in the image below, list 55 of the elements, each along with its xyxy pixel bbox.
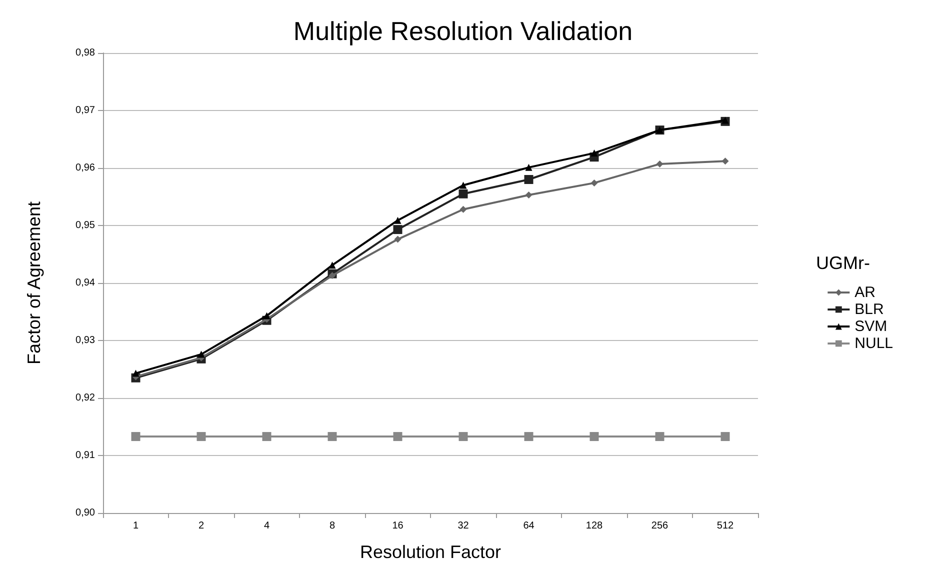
point [722, 158, 729, 165]
point [590, 179, 598, 186]
point [460, 206, 467, 213]
y-tick-label: 0,90 [76, 508, 96, 518]
x-tick-label: 512 [716, 520, 734, 532]
x-axis-title: Resolution Factor [360, 542, 502, 562]
point [393, 432, 402, 442]
x-tick-label: 64 [523, 520, 535, 532]
legend-label: BLR [854, 301, 884, 318]
x-tick-label: 1 [132, 520, 139, 532]
legend-label: SVM [854, 318, 888, 335]
point [328, 432, 337, 442]
point [263, 312, 270, 320]
x-tick-label: 256 [651, 520, 669, 532]
point [198, 350, 205, 358]
y-tick-label: 0,93 [76, 335, 96, 346]
y-axis-title: Factor of Agreement [24, 201, 44, 365]
y-tick-label: 0,95 [76, 220, 96, 231]
x-tick-label: 4 [264, 520, 270, 532]
y-tick-label: 0,98 [76, 48, 96, 58]
point [458, 432, 468, 442]
x-tick-label: 32 [458, 520, 470, 532]
point [460, 182, 467, 189]
point [328, 272, 336, 280]
chart-title: Multiple Resolution Validation [293, 16, 633, 46]
x-tick-label: 128 [586, 520, 604, 532]
point [328, 262, 336, 269]
legend-label: AR [854, 284, 876, 301]
x-tick-label: 8 [329, 520, 336, 532]
point [656, 160, 664, 168]
x-tick-label: 16 [392, 520, 404, 532]
point [458, 189, 468, 198]
point [720, 432, 730, 442]
y-tick-label: 0,94 [76, 278, 96, 288]
point [262, 432, 272, 442]
point [196, 432, 206, 442]
legend-title: UGMr- [816, 253, 870, 273]
point [525, 192, 532, 199]
point [655, 432, 664, 442]
point [590, 150, 598, 157]
x-tick-label: 2 [198, 520, 204, 532]
point [393, 225, 402, 234]
y-tick-label: 0,91 [76, 450, 96, 461]
point [525, 164, 532, 171]
point [131, 432, 140, 442]
point [590, 432, 599, 442]
point [394, 236, 402, 243]
point [132, 370, 140, 377]
point [524, 432, 534, 442]
point [394, 216, 402, 224]
point [524, 175, 534, 184]
legend-label: NULL [854, 335, 894, 352]
y-tick-label: 0,97 [76, 105, 96, 116]
y-tick-label: 0,96 [76, 162, 96, 174]
y-tick-label: 0,92 [76, 392, 96, 404]
